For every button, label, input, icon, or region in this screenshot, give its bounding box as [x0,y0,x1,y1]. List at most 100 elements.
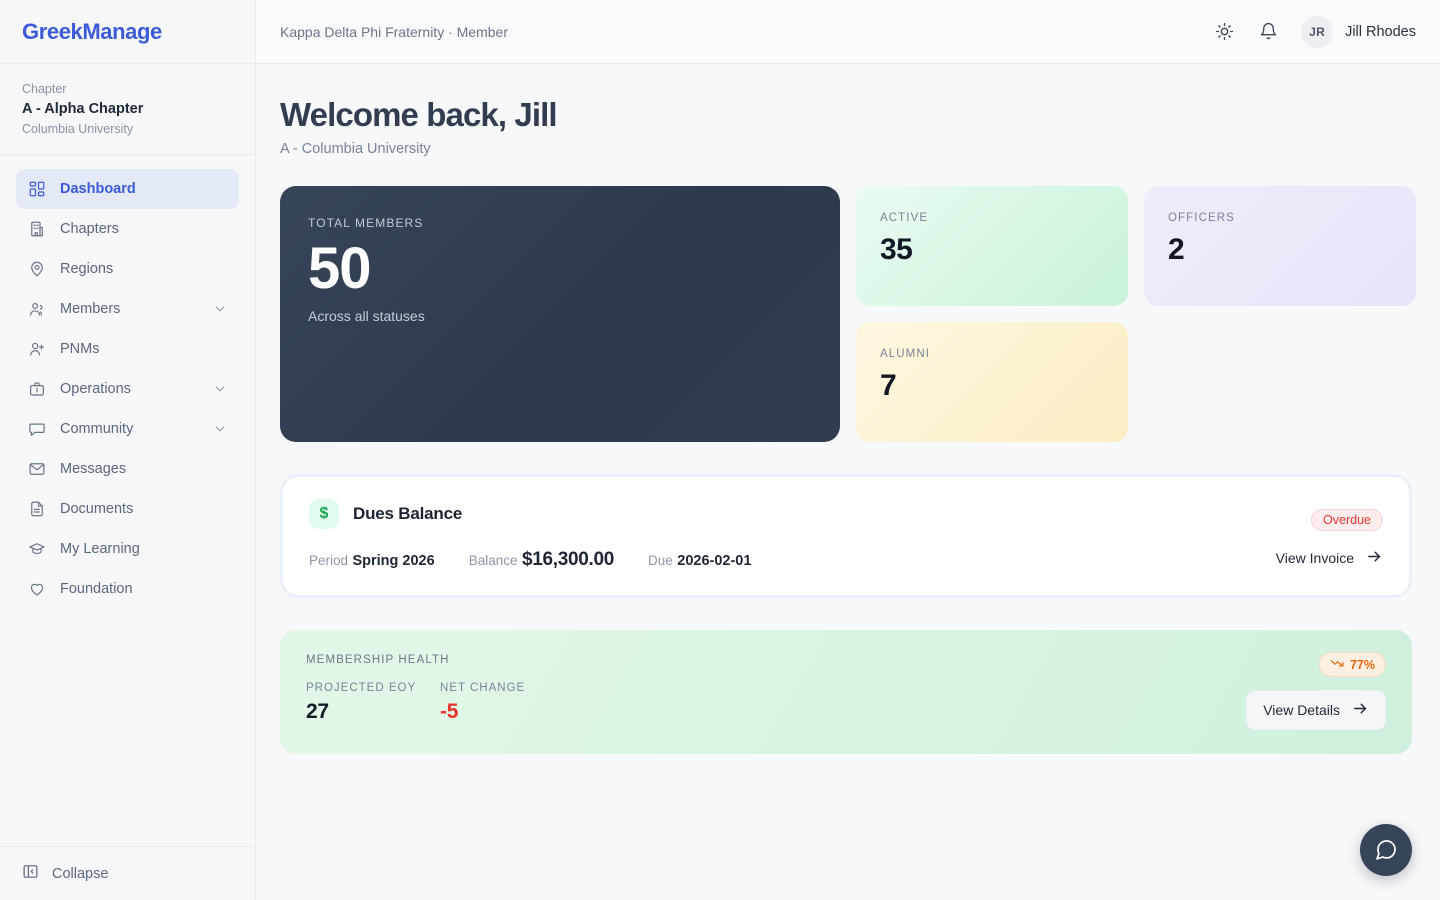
users-icon [28,300,46,318]
sidebar-item-label: Community [60,421,134,437]
net-change-label: NET CHANGE [440,682,526,694]
trending-down-icon [1330,656,1344,673]
view-details-button[interactable]: View Details [1246,690,1386,730]
avatar: JR [1301,15,1334,48]
sidebar-item-members[interactable]: Members [16,289,239,329]
collapse-sidebar-button[interactable]: Collapse [0,846,255,900]
chapter-name: A - Alpha Chapter [22,101,144,117]
active-value: 35 [880,233,913,266]
metric-projected-eoy: PROJECTED EOY 27 [306,682,440,724]
topbar-actions: JR Jill Rhodes [1213,15,1416,48]
dues-period-value: Spring 2026 [352,553,435,569]
brand-name: GreekManage [22,18,162,44]
dollar-icon: $ [309,499,339,529]
sidebar-item-label: Operations [60,381,131,397]
chapter-label: Chapter [22,82,67,96]
building-icon [28,220,46,238]
dues-due-value: 2026-02-01 [677,553,752,569]
chat-bubble-icon[interactable] [1360,824,1412,876]
stat-card-total-members: TOTAL MEMBERS 50 Across all statuses [280,186,840,442]
chevron-down-icon[interactable] [213,382,227,396]
alumni-label: ALUMNI [880,348,931,360]
net-change-value: -5 [440,700,459,723]
chapter-selector[interactable]: Chapter A - Alpha Chapter Columbia Unive… [0,64,255,155]
dues-header: $ Dues Balance [309,499,1383,529]
page-title: Welcome back, Jill [280,96,558,133]
sidebar-item-label: PNMs [60,341,100,357]
view-invoice-label: View Invoice [1275,550,1354,566]
sidebar-item-documents[interactable]: Documents [16,489,239,529]
sidebar-item-chapters[interactable]: Chapters [16,209,239,249]
sidebar-item-label: Members [60,301,121,317]
projected-eoy-value: 27 [306,700,329,723]
status-badge: Overdue [1311,509,1383,531]
dues-due-label: Due [648,553,673,568]
sidebar-item-label: Messages [60,461,127,477]
total-members-sub: Across all statuses [308,308,425,324]
panel-collapse-icon [22,863,39,884]
dues-balance-label: Balance [468,553,518,568]
chapter-university: Columbia University [22,122,134,136]
arrow-right-icon [1352,700,1369,720]
dues-balance-card: $ Dues Balance Overdue Period Spring 202… [280,474,1412,598]
page-content: Welcome back, Jill A - Columbia Universi… [256,64,1440,900]
sidebar-item-my-learning[interactable]: My Learning [16,529,239,569]
chevron-down-icon[interactable] [213,302,227,316]
sidebar: GreekManage Chapter A - Alpha Chapter Co… [0,0,256,900]
alumni-value: 7 [880,369,897,402]
topbar: Kappa Delta Phi Fraternity · Member [256,0,1440,64]
dues-balance-value: $16,300.00 [521,549,615,570]
brand-logo[interactable]: GreekManage [0,0,255,64]
active-label: ACTIVE [880,212,929,224]
sidebar-item-label: My Learning [60,541,140,557]
sidebar-item-label: Regions [60,261,114,277]
main-area: Kappa Delta Phi Fraternity · Member [256,0,1440,900]
dues-title: Dues Balance [353,504,463,523]
sidebar-item-label: Documents [60,501,134,517]
stat-card-active: ACTIVE 35 [856,186,1128,306]
projected-eoy-label: PROJECTED EOY [306,682,417,694]
membership-health-card: MEMBERSHIP HEALTH 77% PROJECTED EOY 27 [280,630,1412,754]
arrow-right-icon [1366,548,1383,568]
dues-period-label: Period [309,553,349,568]
trend-value: 77% [1349,657,1375,672]
document-icon [28,500,46,518]
view-invoice-button[interactable]: View Invoice [1276,548,1383,568]
chat-icon [28,420,46,438]
stat-card-officers: OFFICERS 2 [1144,186,1416,306]
sidebar-item-dashboard[interactable]: Dashboard [16,169,239,209]
user-menu[interactable]: JR Jill Rhodes [1301,15,1416,48]
sidebar-nav: Dashboard Chapters Regions Members PNMs Opera… [0,155,255,846]
dues-meta: Period Spring 2026 Balance $16,300.00 Du… [309,549,1383,571]
user-name: Jill Rhodes [1345,23,1416,40]
briefcase-icon [28,380,46,398]
sidebar-item-regions[interactable]: Regions [16,249,239,289]
membership-health-label: MEMBERSHIP HEALTH [306,654,450,666]
stats-grid: TOTAL MEMBERS 50 Across all statuses ACT… [280,186,1416,442]
grid-icon [28,180,46,198]
breadcrumb: Kappa Delta Phi Fraternity · Member [280,23,508,40]
heart-icon [28,580,46,598]
user-plus-icon [28,340,46,358]
envelope-icon [28,460,46,478]
officers-value: 2 [1168,233,1185,266]
sun-icon[interactable] [1213,21,1235,43]
sidebar-item-label: Dashboard [60,181,136,197]
total-members-label: TOTAL MEMBERS [308,216,424,230]
bell-icon[interactable] [1257,21,1279,43]
total-members-value: 50 [308,236,372,301]
sidebar-item-pnms[interactable]: PNMs [16,329,239,369]
sidebar-item-community[interactable]: Community [16,409,239,449]
metric-net-change: NET CHANGE -5 [440,682,574,724]
sidebar-item-operations[interactable]: Operations [16,369,239,409]
sidebar-item-label: Chapters [60,221,119,237]
sidebar-item-messages[interactable]: Messages [16,449,239,489]
officers-label: OFFICERS [1168,212,1235,224]
collapse-label: Collapse [52,865,109,882]
dues-inner: $ Dues Balance Overdue Period Spring 202… [283,477,1409,595]
chevron-down-icon[interactable] [213,422,227,436]
stat-card-alumni: ALUMNI 7 [856,322,1128,442]
sidebar-item-label: Foundation [60,581,133,597]
sidebar-item-foundation[interactable]: Foundation [16,569,239,609]
